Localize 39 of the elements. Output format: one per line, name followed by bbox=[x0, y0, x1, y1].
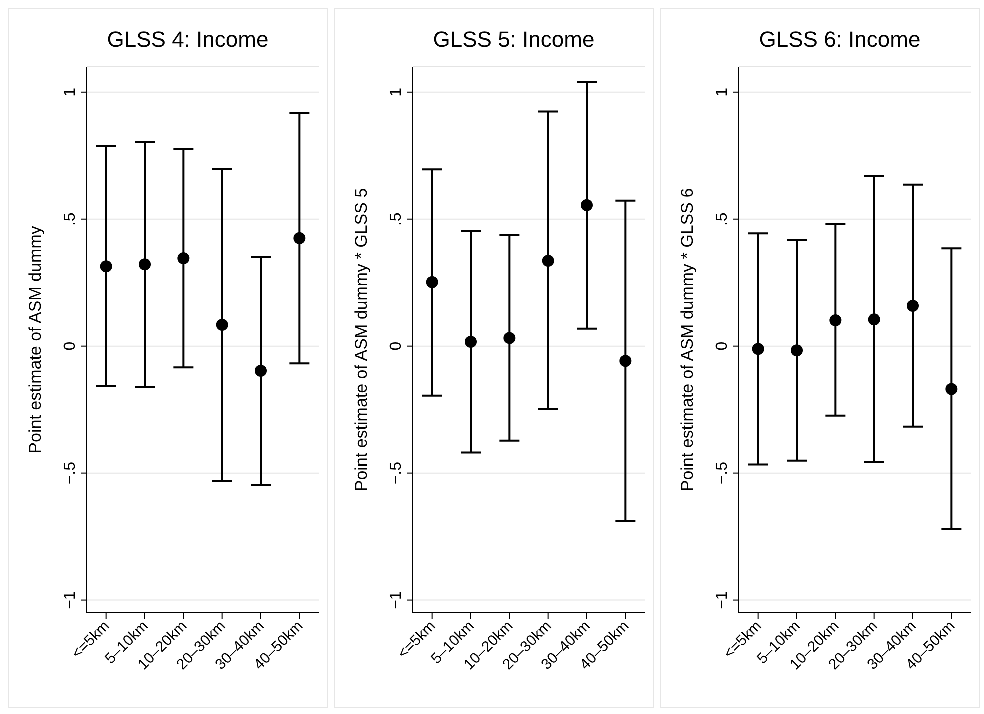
point bbox=[100, 260, 112, 273]
point bbox=[620, 355, 632, 368]
y-tick-label: 1 bbox=[388, 88, 405, 97]
point bbox=[830, 314, 842, 326]
y-tick-label: .5 bbox=[62, 212, 79, 226]
y-tick-label: 0 bbox=[714, 342, 731, 351]
chart-title: GLSS 4: Income bbox=[106, 27, 270, 54]
y-tick-label: .5 bbox=[714, 212, 731, 226]
point bbox=[255, 364, 267, 377]
point bbox=[542, 255, 554, 268]
y-tick-label: −1 bbox=[714, 591, 731, 610]
y-axis-title: Point estimate of ASM dummy * GLSS 5 bbox=[352, 188, 372, 492]
y-tick-label: −.5 bbox=[388, 462, 405, 485]
y-axis-title: Point estimate of ASM dummy bbox=[26, 226, 46, 454]
y-tick-label: −.5 bbox=[62, 462, 79, 485]
point bbox=[907, 300, 919, 312]
point bbox=[216, 319, 228, 332]
y-tick-label: 0 bbox=[62, 342, 79, 351]
point bbox=[581, 199, 593, 212]
y-tick-label: 1 bbox=[714, 88, 731, 97]
point bbox=[178, 252, 190, 264]
y-tick-label: 0 bbox=[388, 342, 405, 351]
y-tick-label: .5 bbox=[388, 212, 405, 226]
chart-title: GLSS 6: Income bbox=[758, 27, 922, 54]
chart-title: GLSS 5: Income bbox=[432, 27, 596, 54]
point bbox=[946, 383, 958, 396]
point bbox=[426, 276, 438, 288]
y-tick-label: −1 bbox=[62, 591, 79, 610]
point bbox=[294, 232, 306, 244]
point bbox=[791, 344, 803, 357]
y-tick-label: −.5 bbox=[714, 462, 731, 485]
point bbox=[504, 332, 516, 344]
y-tick-label: 1 bbox=[62, 88, 79, 97]
point bbox=[752, 343, 764, 356]
y-tick-label: −1 bbox=[388, 591, 405, 610]
point bbox=[465, 336, 477, 348]
point bbox=[139, 258, 151, 271]
y-axis-title: Point estimate of ASM dummy * GLSS 6 bbox=[678, 188, 698, 492]
point bbox=[868, 314, 880, 326]
